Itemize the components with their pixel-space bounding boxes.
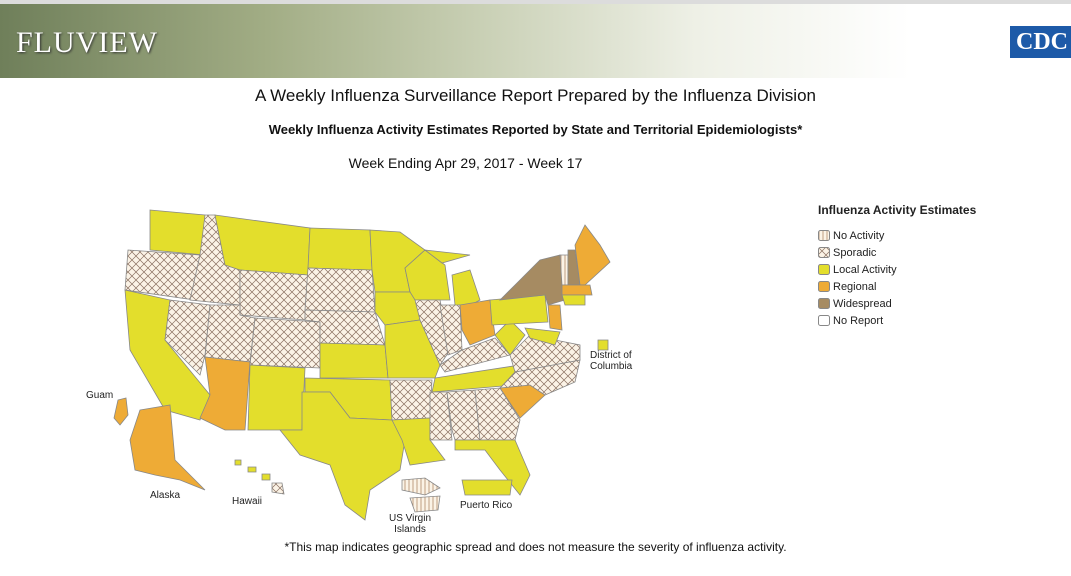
- region-shape[interactable]: [494, 319, 526, 356]
- region-shape[interactable]: [389, 379, 433, 421]
- legend-item: No Report: [818, 312, 976, 329]
- legend-label: Regional: [833, 280, 877, 293]
- region-shape[interactable]: [524, 327, 561, 346]
- legend-swatch: [818, 230, 830, 241]
- legend-swatch: [818, 298, 830, 309]
- map-label: US Virgin Islands: [388, 513, 432, 535]
- legend-label: Widespread: [833, 297, 892, 310]
- legend-item: Regional: [818, 278, 976, 295]
- region-shape[interactable]: [113, 397, 129, 426]
- legend-swatch: [818, 247, 830, 258]
- title: A Weekly Influenza Surveillance Report P…: [255, 86, 816, 105]
- legend-label: Sporadic: [833, 246, 877, 259]
- region-shape[interactable]: [261, 473, 271, 481]
- region-shape[interactable]: [247, 466, 257, 473]
- region-shape[interactable]: [574, 224, 611, 286]
- region-shape[interactable]: [446, 389, 481, 441]
- region-shape[interactable]: [249, 317, 321, 369]
- brand[interactable]: FLUVIEW: [16, 26, 158, 59]
- region-shape[interactable]: [319, 342, 389, 379]
- region-shape[interactable]: [129, 404, 206, 491]
- region-shape[interactable]: [414, 299, 451, 366]
- region-shape[interactable]: [509, 334, 581, 373]
- region-shape[interactable]: [239, 269, 309, 321]
- region-shape[interactable]: [307, 227, 373, 271]
- week: Week Ending Apr 29, 2017 - Week 17: [348, 155, 583, 171]
- region-shape[interactable]: [561, 284, 593, 296]
- map-label: Guam: [86, 390, 114, 401]
- legend-item: No Activity: [818, 227, 976, 244]
- region-shape[interactable]: [547, 304, 563, 331]
- region-shape[interactable]: [461, 479, 513, 496]
- region-shape[interactable]: [439, 337, 511, 373]
- region-shape[interactable]: [409, 495, 441, 513]
- region-shape[interactable]: [489, 294, 549, 326]
- legend-swatch: [818, 264, 830, 275]
- header-banner: FLUVIEW CDC: [0, 0, 1071, 78]
- region-shape[interactable]: [279, 391, 406, 521]
- subtitle: Weekly Influenza Activity Estimates Repo…: [268, 122, 803, 137]
- region-shape[interactable]: [304, 267, 376, 313]
- map-label: Puerto Rico: [460, 500, 513, 511]
- legend-label: No Activity: [833, 229, 885, 242]
- map-label: Hawaii: [232, 496, 263, 507]
- cdc-logo[interactable]: CDC: [1010, 26, 1071, 58]
- region-shape[interactable]: [474, 387, 521, 441]
- region-shape[interactable]: [401, 477, 441, 496]
- map-label: Alaska: [150, 490, 181, 501]
- region-shape[interactable]: [597, 339, 609, 351]
- region-shape[interactable]: [214, 214, 311, 276]
- legend-label: No Report: [833, 314, 884, 327]
- legend-item: Widespread: [818, 295, 976, 312]
- footnote: *This map indicates geographic spread an…: [284, 540, 787, 554]
- region-shape[interactable]: [234, 459, 242, 466]
- region-shape[interactable]: [429, 391, 453, 441]
- legend-title: Influenza Activity Estimates: [818, 203, 977, 217]
- region-shape[interactable]: [423, 249, 471, 264]
- legend-item: Local Activity: [818, 261, 976, 278]
- region-shape[interactable]: [561, 294, 586, 306]
- legend-label: Local Activity: [833, 263, 897, 276]
- legend-swatch: [818, 315, 830, 326]
- region-shape[interactable]: [199, 356, 251, 431]
- region-shape[interactable]: [271, 482, 285, 495]
- legend-item: Sporadic: [818, 244, 976, 261]
- region-shape[interactable]: [149, 209, 206, 256]
- legend: Influenza Activity Estimates No Activity…: [818, 203, 976, 329]
- region-shape[interactable]: [164, 299, 211, 376]
- map-label: District of Columbia: [590, 350, 633, 372]
- region-shape[interactable]: [459, 299, 496, 346]
- region-shape[interactable]: [247, 364, 306, 431]
- legend-swatch: [818, 281, 830, 292]
